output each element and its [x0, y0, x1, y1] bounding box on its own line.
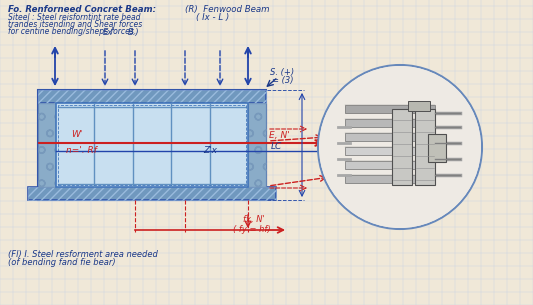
Text: Siteel : Steel reisforntint rate bead: Siteel : Steel reisforntint rate bead [8, 13, 141, 22]
Text: ( fy = hf): ( fy = hf) [233, 225, 271, 234]
Bar [28, 187, 276, 200]
Text: = (3): = (3) [272, 76, 294, 85]
Circle shape [319, 66, 481, 228]
Text: Z'x: Z'x [203, 146, 217, 155]
Bar [38, 103, 56, 187]
Text: Ex': Ex' [103, 28, 116, 37]
Text: Fo. Renforneed Concret Beam:: Fo. Renforneed Concret Beam: [8, 5, 156, 14]
FancyBboxPatch shape [345, 161, 435, 169]
Text: B.): B.) [128, 28, 140, 37]
Text: trandes itsending and Shear forces: trandes itsending and Shear forces [8, 20, 142, 29]
FancyBboxPatch shape [345, 119, 435, 127]
Text: (of bending fand fie bear): (of bending fand fie bear) [8, 258, 116, 267]
Bar [38, 90, 266, 200]
Text: fx, N': fx, N' [243, 215, 265, 224]
Bar [28, 187, 276, 200]
Text: (R)  Fenwood Beam: (R) Fenwood Beam [185, 5, 270, 14]
Bar [56, 103, 248, 187]
FancyBboxPatch shape [345, 147, 435, 155]
Bar [248, 103, 266, 187]
FancyBboxPatch shape [345, 175, 435, 183]
Bar [408, 101, 430, 111]
Bar [248, 103, 266, 187]
Bar [38, 90, 266, 103]
Text: for centine bending/sheps forces.: for centine bending/sheps forces. [8, 27, 136, 36]
Bar [415, 109, 435, 185]
Bar [392, 109, 412, 185]
Bar [58, 105, 246, 185]
Text: (Fl) I. Steel resforment area needed: (Fl) I. Steel resforment area needed [8, 250, 158, 259]
Bar [38, 90, 266, 103]
Text: n='. Rf: n='. Rf [66, 146, 97, 155]
FancyBboxPatch shape [345, 133, 435, 141]
Bar [38, 103, 56, 187]
Text: E, N': E, N' [269, 131, 290, 140]
Text: LC: LC [271, 142, 282, 151]
Text: W': W' [71, 130, 83, 139]
Text: ( Ix - L ): ( Ix - L ) [196, 13, 229, 22]
Bar [428, 134, 446, 162]
Circle shape [318, 65, 482, 229]
FancyBboxPatch shape [345, 105, 435, 113]
Text: S. (+): S. (+) [270, 68, 294, 77]
